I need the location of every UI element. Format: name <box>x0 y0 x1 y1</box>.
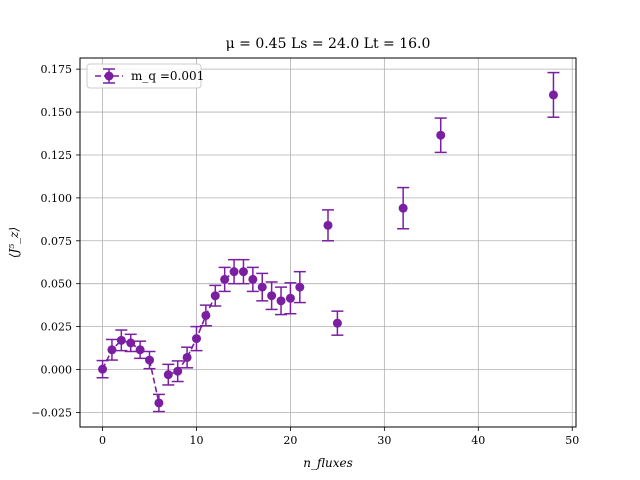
data-point <box>398 203 408 213</box>
plot-frame <box>79 57 577 428</box>
x-tick-label: 40 <box>471 434 485 447</box>
x-tick-label: 10 <box>189 434 203 447</box>
x-tick-label: 0 <box>99 434 106 447</box>
legend-label: m_q =0.001 <box>131 69 204 83</box>
data-point <box>229 267 239 277</box>
data-point <box>145 355 155 365</box>
y-tick-label: −0.025 <box>31 406 72 419</box>
data-point <box>257 282 267 292</box>
data-point <box>323 220 333 230</box>
data-point <box>126 338 136 348</box>
y-axis-title: ⟨J⁵_z⟩ <box>7 227 21 258</box>
data-point <box>163 370 173 380</box>
x-tick-label: 30 <box>377 434 391 447</box>
data-point <box>98 364 108 374</box>
y-tick-label: 0.025 <box>41 321 73 334</box>
data-point <box>201 310 211 320</box>
data-point <box>332 318 342 328</box>
y-tick-label: 0.150 <box>41 106 73 119</box>
series-dashed-line <box>148 359 160 404</box>
y-tick-label: 0.100 <box>41 192 73 205</box>
series-dashed-line <box>168 295 216 376</box>
data-point <box>210 291 220 301</box>
data-point <box>267 291 277 301</box>
data-point <box>548 90 558 100</box>
data-point <box>220 274 230 284</box>
y-tick-label: 0.125 <box>41 149 73 162</box>
series-layer <box>96 71 560 413</box>
ticks-layer: 0 10 20 30 40 50 −0.025 0.000 0.025 0.050 0.075 0.1… <box>31 63 579 447</box>
data-point <box>248 274 258 284</box>
data-point <box>276 296 286 306</box>
y-tick-label: 0.000 <box>41 364 73 377</box>
data-point <box>116 335 126 345</box>
x-tick-label: 50 <box>565 434 579 447</box>
x-tick-label: 20 <box>283 434 297 447</box>
y-tick-label: 0.075 <box>41 235 73 248</box>
data-point <box>107 345 117 355</box>
grid-layer <box>80 58 576 427</box>
chart-title: μ = 0.45 Ls = 24.0 Lt = 16.0 <box>226 36 431 52</box>
data-point <box>238 267 248 277</box>
data-point <box>295 282 305 292</box>
data-point <box>154 398 164 408</box>
y-tick-label: 0.050 <box>41 278 73 291</box>
data-point <box>135 345 145 355</box>
data-point <box>191 334 201 344</box>
legend-marker <box>104 71 114 81</box>
data-point <box>285 293 295 303</box>
data-point <box>182 352 192 362</box>
data-point <box>173 366 183 376</box>
legend-box <box>86 63 202 89</box>
data-point <box>436 130 446 140</box>
y-tick-label: 0.175 <box>41 63 73 76</box>
x-axis-title: n_fluxes <box>303 456 353 470</box>
legend: m_q =0.001 <box>86 63 204 89</box>
